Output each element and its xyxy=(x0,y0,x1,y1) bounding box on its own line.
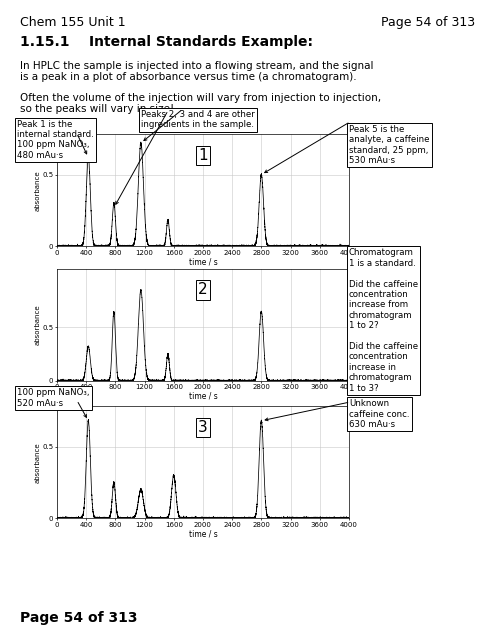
Text: 2: 2 xyxy=(198,282,208,297)
X-axis label: time / s: time / s xyxy=(189,392,217,401)
Y-axis label: absorbance: absorbance xyxy=(35,442,41,483)
Text: Peaks 2, 3 and 4 are other
ingredients in the sample.: Peaks 2, 3 and 4 are other ingredients i… xyxy=(141,110,255,129)
X-axis label: time / s: time / s xyxy=(189,529,217,538)
Text: Page 54 of 313: Page 54 of 313 xyxy=(20,611,137,625)
Text: 1: 1 xyxy=(198,148,208,163)
Text: 3: 3 xyxy=(198,420,208,435)
Y-axis label: absorbance: absorbance xyxy=(35,170,41,211)
Text: Chem 155 Unit 1: Chem 155 Unit 1 xyxy=(20,16,125,29)
Text: Peak 5 is the
analyte, a caffeine
standard, 25 ppm,
530 mAu·s: Peak 5 is the analyte, a caffeine standa… xyxy=(349,125,430,165)
Text: 1.15.1    Internal Standards Example:: 1.15.1 Internal Standards Example: xyxy=(20,35,313,49)
Text: Page 54 of 313: Page 54 of 313 xyxy=(381,16,475,29)
Text: Often the volume of the injection will vary from injection to injection,
so the : Often the volume of the injection will v… xyxy=(20,93,381,115)
Text: Unknown
caffeine conc.
630 mAu·s: Unknown caffeine conc. 630 mAu·s xyxy=(349,399,409,429)
Text: Chromatogram
1 is a standard.

Did the caffeine
concentration
increase from
chro: Chromatogram 1 is a standard. Did the ca… xyxy=(349,248,418,392)
Text: In HPLC the sample is injected into a flowing stream, and the signal
is a peak i: In HPLC the sample is injected into a fl… xyxy=(20,61,373,83)
Y-axis label: absorbance: absorbance xyxy=(35,305,41,345)
X-axis label: time / s: time / s xyxy=(189,257,217,266)
Text: Peak 1 is the
internal standard.
100 ppm NaNO₃,
480 mAu·s: Peak 1 is the internal standard. 100 ppm… xyxy=(17,120,94,160)
Text: 100 ppm NaNO₃,
520 mAu·s: 100 ppm NaNO₃, 520 mAu·s xyxy=(17,388,90,408)
